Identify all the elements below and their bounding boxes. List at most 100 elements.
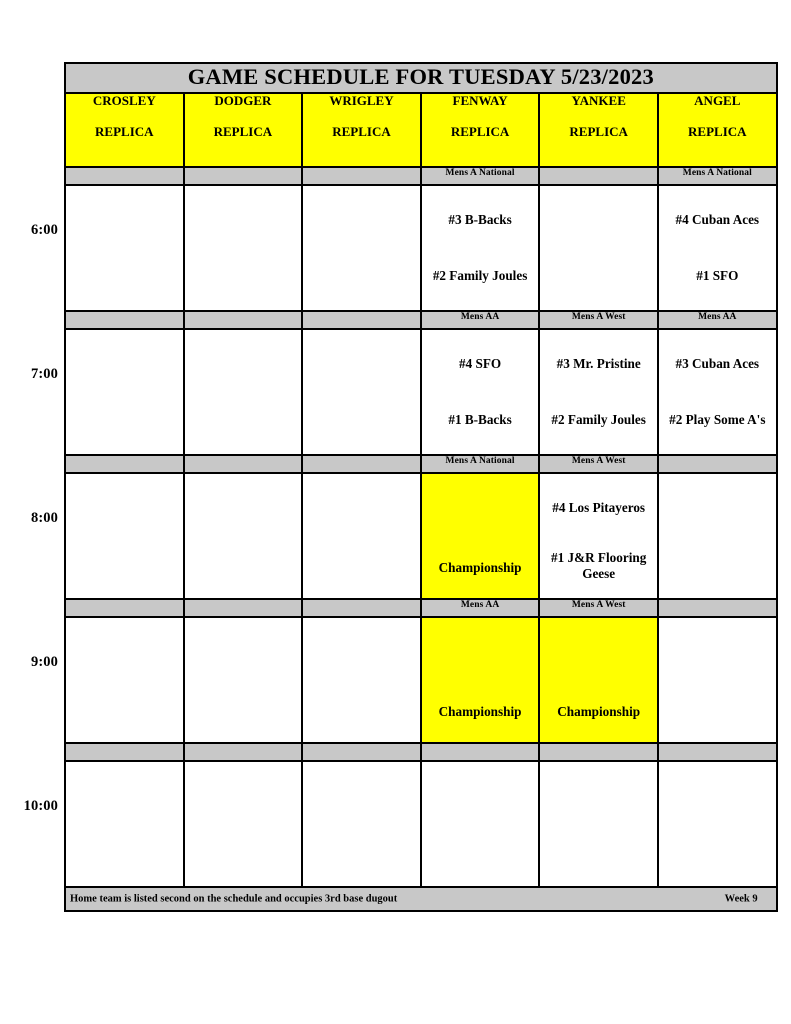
footer-note: Home team is listed second on the schedu… xyxy=(70,893,398,905)
matchup xyxy=(66,762,183,886)
game-cell[interactable] xyxy=(182,328,304,456)
division-label xyxy=(301,454,422,474)
game-cell[interactable]: #4 Los Pitayeros #1 J&R Flooring Geese xyxy=(538,472,659,600)
matchup: #4 Cuban Aces #1 SFO xyxy=(659,186,776,310)
division-label xyxy=(182,454,304,474)
game-cell[interactable] xyxy=(301,184,422,312)
game-cell[interactable]: #4 Cuban Aces #1 SFO xyxy=(656,184,778,312)
schedule-grid: GAME SCHEDULE FOR TUESDAY 5/23/2023 CROS… xyxy=(64,62,778,912)
division-label xyxy=(182,742,304,762)
venue-header-6: ANGEL REPLICA xyxy=(656,92,778,168)
game-cell[interactable]: Championship xyxy=(419,616,541,744)
venue-header-4: FENWAY REPLICA xyxy=(419,92,541,168)
venue-name-line1: WRIGLEY xyxy=(329,93,394,108)
matchup xyxy=(185,330,302,454)
game-cell[interactable]: Championship xyxy=(538,616,659,744)
game-cell[interactable] xyxy=(64,184,185,312)
venue-name-line2: REPLICA xyxy=(332,123,391,139)
matchup xyxy=(540,762,657,886)
matchup xyxy=(66,186,183,310)
division-label xyxy=(64,454,185,474)
away-team: #3 Mr. Pristine xyxy=(556,356,641,371)
matchup: #4 SFO #1 B-Backs xyxy=(422,330,539,454)
division-label xyxy=(656,742,778,762)
game-cell[interactable] xyxy=(182,616,304,744)
game-row: Championship #4 Los Pitayeros #1 J&R Floor… xyxy=(64,472,778,600)
game-row: Championship Championship xyxy=(64,616,778,744)
game-cell[interactable] xyxy=(656,616,778,744)
matchup xyxy=(659,618,776,742)
game-cell[interactable] xyxy=(64,760,185,888)
home-team: #1 J&R Flooring Geese xyxy=(551,550,647,581)
matchup xyxy=(185,618,302,742)
home-team: #1 SFO xyxy=(696,268,739,283)
venue-header-1: CROSLEY REPLICA xyxy=(64,92,185,168)
division-row xyxy=(64,742,778,762)
game-cell[interactable]: #4 SFO #1 B-Backs xyxy=(419,328,541,456)
matchup xyxy=(303,762,420,886)
game-cell[interactable] xyxy=(419,760,541,888)
game-cell[interactable] xyxy=(182,184,304,312)
matchup xyxy=(422,762,539,886)
division-label xyxy=(419,742,541,762)
division-label: Mens A National xyxy=(419,454,541,474)
matchup xyxy=(185,762,302,886)
division-label: Mens A National xyxy=(419,166,541,186)
time-label-700: 7:00 xyxy=(31,366,58,382)
game-cell[interactable] xyxy=(538,760,659,888)
game-cell[interactable] xyxy=(301,472,422,600)
division-label: Mens AA xyxy=(419,598,541,618)
game-cell[interactable] xyxy=(182,760,304,888)
division-label xyxy=(64,742,185,762)
division-label: Mens AA xyxy=(419,310,541,330)
division-label xyxy=(64,598,185,618)
matchup: #4 Los Pitayeros #1 J&R Flooring Geese xyxy=(540,474,657,598)
game-cell[interactable] xyxy=(538,184,659,312)
division-label xyxy=(301,742,422,762)
game-cell[interactable] xyxy=(64,328,185,456)
game-cell[interactable] xyxy=(64,616,185,744)
game-row: #3 B-Backs #2 Family Joules #4 Cuban Aces #… xyxy=(64,184,778,312)
time-label-800: 8:00 xyxy=(31,510,58,526)
venue-name-line2: REPLICA xyxy=(569,123,628,139)
game-cell[interactable] xyxy=(182,472,304,600)
game-cell[interactable] xyxy=(301,328,422,456)
game-cell[interactable]: Championship xyxy=(419,472,541,600)
division-label: Mens A West xyxy=(538,598,659,618)
venue-header-5: YANKEE REPLICA xyxy=(538,92,659,168)
footer: Home team is listed second on the schedu… xyxy=(64,886,778,912)
game-cell[interactable]: #3 Mr. Pristine #2 Family Joules xyxy=(538,328,659,456)
footer-row: Home team is listed second on the schedu… xyxy=(64,886,778,912)
game-cell[interactable] xyxy=(301,760,422,888)
away-team: #3 B-Backs xyxy=(448,212,512,227)
away-team: #4 SFO xyxy=(459,356,502,371)
game-cell[interactable] xyxy=(301,616,422,744)
game-cell[interactable] xyxy=(656,760,778,888)
time-gutter: 6:00 7:00 8:00 9:00 10:00 xyxy=(0,0,66,1024)
venue-name-line2: REPLICA xyxy=(688,123,747,139)
matchup xyxy=(303,186,420,310)
game-cell[interactable]: #3 B-Backs #2 Family Joules xyxy=(419,184,541,312)
matchup: #3 B-Backs #2 Family Joules xyxy=(422,186,539,310)
matchup xyxy=(66,618,183,742)
home-team: #1 B-Backs xyxy=(448,412,512,427)
home-team: #2 Play Some A's xyxy=(669,412,766,427)
game-cell[interactable] xyxy=(656,472,778,600)
game-cell[interactable]: #3 Cuban Aces #2 Play Some A's xyxy=(656,328,778,456)
schedule-body: GAME SCHEDULE FOR TUESDAY 5/23/2023 CROS… xyxy=(64,62,778,912)
matchup xyxy=(185,186,302,310)
matchup xyxy=(659,474,776,598)
matchup: #3 Mr. Pristine #2 Family Joules xyxy=(540,330,657,454)
home-team: #2 Family Joules xyxy=(551,412,646,427)
matchup xyxy=(659,762,776,886)
venue-name-line2: REPLICA xyxy=(95,123,154,139)
venue-name-line1: DODGER xyxy=(214,93,272,108)
away-team: #4 Los Pitayeros xyxy=(552,500,646,515)
game-cell[interactable] xyxy=(64,472,185,600)
division-label xyxy=(301,166,422,186)
home-team: #2 Family Joules xyxy=(432,268,528,283)
matchup: #3 Cuban Aces #2 Play Some A's xyxy=(659,330,776,454)
venue-header-2: DODGER REPLICA xyxy=(182,92,304,168)
time-label-600: 6:00 xyxy=(31,222,58,238)
